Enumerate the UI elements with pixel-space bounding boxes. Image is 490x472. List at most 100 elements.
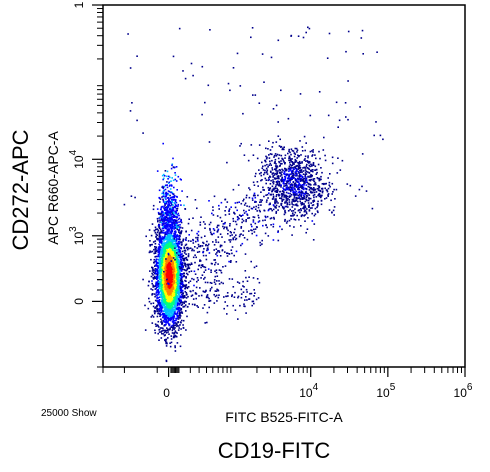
- event-dot: [220, 244, 223, 247]
- event-dot: [172, 213, 174, 215]
- event-dot: [292, 150, 295, 152]
- event-dot: [177, 226, 180, 228]
- event-dot: [176, 324, 178, 326]
- event-dot: [170, 227, 172, 229]
- event-dot: [179, 274, 182, 277]
- event-dot: [164, 315, 167, 318]
- event-dot: [163, 260, 165, 262]
- event-dot: [158, 196, 160, 199]
- event-dot: [213, 232, 215, 235]
- event-dot: [169, 223, 172, 226]
- event-dot: [281, 178, 284, 180]
- event-dot: [152, 269, 155, 272]
- event-dot: [172, 319, 174, 322]
- event-dot: [167, 241, 169, 243]
- event-dot: [182, 285, 184, 287]
- event-dot: [305, 160, 307, 162]
- event-dot: [305, 170, 307, 173]
- event-dot: [269, 203, 271, 205]
- event-dot: [155, 269, 157, 272]
- event-dot: [172, 312, 175, 315]
- event-dot: [149, 270, 151, 272]
- event-dot: [245, 220, 247, 223]
- event-dot: [195, 236, 197, 239]
- event-dot: [153, 248, 155, 251]
- event-dot: [159, 245, 162, 248]
- event-dot: [175, 216, 177, 218]
- event-dot: [162, 254, 164, 256]
- event-dot: [240, 226, 243, 228]
- event-dot: [160, 293, 163, 296]
- event-dot: [321, 191, 324, 194]
- event-dot: [162, 294, 165, 296]
- event-dot: [159, 213, 161, 215]
- event-dot: [285, 191, 288, 194]
- event-dot: [230, 260, 232, 262]
- event-dot: [174, 202, 176, 204]
- event-dot: [320, 167, 322, 169]
- event-dot: [170, 258, 173, 260]
- event-dot: [162, 285, 165, 288]
- event-dot: [169, 265, 171, 268]
- event-dot: [298, 209, 301, 211]
- event-dot: [164, 204, 166, 206]
- event-dot: [180, 299, 182, 301]
- event-dot: [156, 170, 159, 172]
- event-dot: [176, 253, 178, 255]
- event-dot: [156, 265, 158, 268]
- event-dot: [316, 210, 319, 212]
- event-dot: [316, 206, 318, 209]
- event-dot: [321, 187, 324, 190]
- event-dot: [173, 335, 175, 337]
- event-dot: [296, 173, 298, 176]
- event-dot: [180, 288, 183, 291]
- event-dot: [167, 178, 169, 180]
- event-dot: [162, 329, 164, 332]
- event-dot: [182, 295, 184, 298]
- event-dot: [169, 241, 171, 244]
- event-dot: [283, 179, 286, 182]
- event-dot: [156, 281, 158, 283]
- event-dot: [169, 304, 172, 306]
- event-dot: [283, 208, 285, 210]
- event-dot: [261, 199, 263, 201]
- event-dot: [159, 309, 162, 311]
- event-dot: [276, 200, 278, 203]
- event-dot: [171, 257, 174, 259]
- event-dot: [170, 338, 173, 340]
- event-dot: [287, 152, 289, 155]
- event-dot: [268, 154, 270, 156]
- event-dot: [166, 253, 169, 256]
- event-dot: [158, 251, 160, 254]
- event-dot: [165, 215, 167, 217]
- event-dot: [151, 272, 153, 275]
- event-dot: [175, 317, 177, 320]
- event-dot: [158, 235, 161, 238]
- event-dot: [269, 183, 272, 185]
- event-dot: [158, 302, 160, 304]
- event-dot: [269, 153, 272, 155]
- event-dot: [161, 301, 163, 303]
- event-dot: [196, 251, 199, 253]
- event-dot: [289, 192, 291, 195]
- event-dot: [167, 299, 169, 301]
- event-dot: [190, 240, 192, 242]
- event-dot: [162, 210, 164, 213]
- event-dot: [177, 218, 180, 221]
- event-dot: [144, 329, 147, 331]
- event-dot: [164, 324, 166, 326]
- event-dot: [152, 204, 155, 207]
- event-dot: [163, 247, 166, 249]
- event-dot: [219, 233, 222, 235]
- event-dot: [165, 275, 168, 277]
- event-dot: [173, 222, 176, 224]
- event-dot: [176, 304, 179, 307]
- event-dot: [243, 209, 245, 212]
- event-dot: [179, 178, 182, 180]
- event-dot: [160, 275, 162, 278]
- event-dot: [205, 244, 207, 247]
- event-dot: [284, 154, 287, 157]
- event-dot: [230, 239, 232, 241]
- event-dot: [199, 260, 201, 262]
- event-dot: [166, 225, 168, 228]
